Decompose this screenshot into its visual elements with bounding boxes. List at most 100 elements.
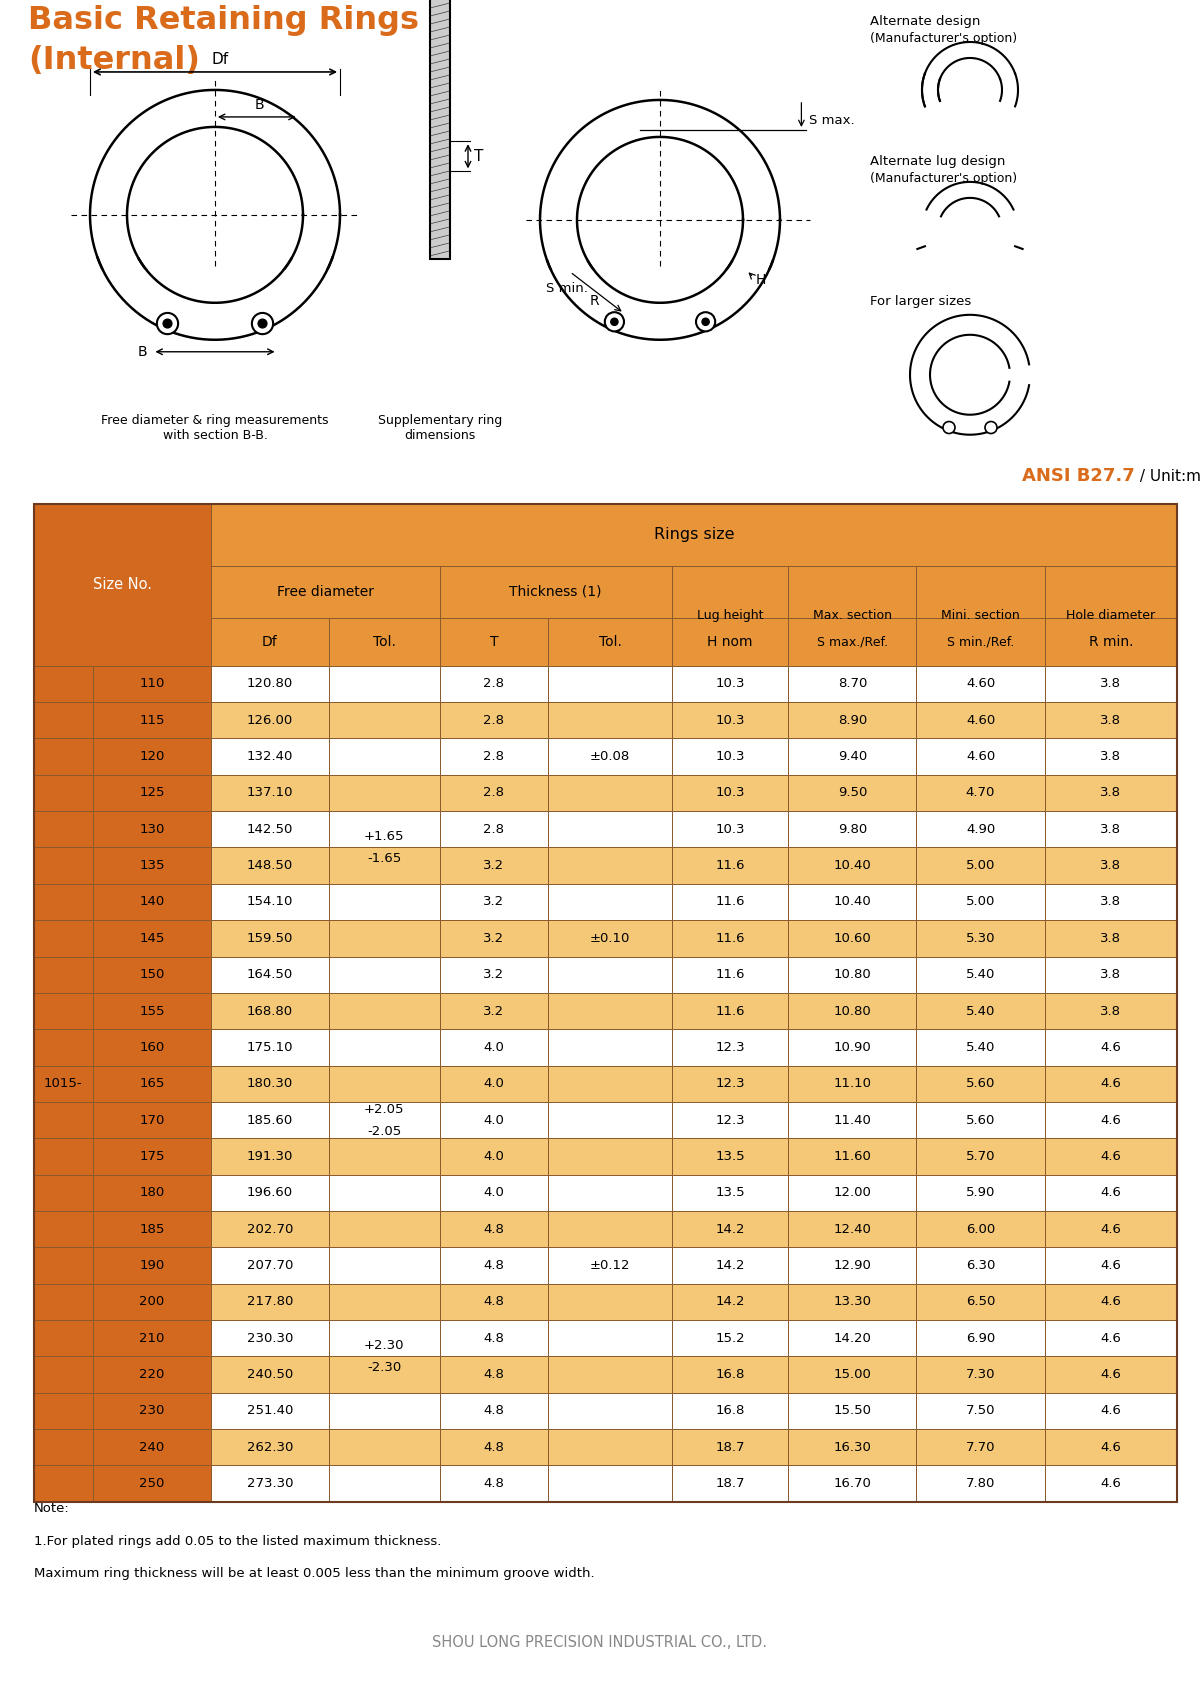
- Bar: [94, 1247, 211, 1283]
- Bar: [94, 1393, 211, 1429]
- Bar: [34, 993, 94, 1028]
- Text: 4.6: 4.6: [1100, 1441, 1121, 1454]
- Text: 165: 165: [139, 1078, 164, 1089]
- Text: 10.80: 10.80: [834, 1005, 871, 1018]
- Text: Maximum ring thickness will be at least 0.005 less than the minimum groove width: Maximum ring thickness will be at least …: [34, 1568, 594, 1580]
- Bar: [329, 1139, 439, 1174]
- Bar: [788, 1429, 917, 1466]
- Circle shape: [605, 312, 624, 331]
- Bar: [211, 665, 329, 703]
- Text: 130: 130: [139, 823, 164, 835]
- Bar: [34, 1466, 94, 1502]
- Text: 5.30: 5.30: [966, 932, 995, 945]
- Text: 10.40: 10.40: [834, 859, 871, 872]
- Text: 145: 145: [139, 932, 164, 945]
- Bar: [34, 920, 94, 957]
- Text: 7.70: 7.70: [966, 1441, 995, 1454]
- Bar: [672, 1356, 788, 1393]
- Bar: [548, 703, 672, 738]
- Bar: [34, 1101, 94, 1139]
- Bar: [788, 1066, 917, 1101]
- Text: 13.5: 13.5: [715, 1186, 745, 1200]
- Bar: [672, 1174, 788, 1212]
- Text: 4.0: 4.0: [484, 1078, 504, 1089]
- Text: 5.60: 5.60: [966, 1113, 995, 1127]
- Bar: [211, 920, 329, 957]
- Text: 14.20: 14.20: [834, 1332, 871, 1344]
- Bar: [439, 1429, 548, 1466]
- Bar: [94, 1066, 211, 1101]
- Text: 251.40: 251.40: [246, 1405, 293, 1417]
- Text: 5.40: 5.40: [966, 1005, 995, 1018]
- Text: 3.8: 3.8: [1100, 750, 1121, 764]
- Text: 135: 135: [139, 859, 164, 872]
- Bar: [548, 957, 672, 993]
- Circle shape: [696, 312, 715, 331]
- Text: Lug height: Lug height: [697, 609, 763, 623]
- Circle shape: [985, 421, 997, 433]
- Bar: [548, 618, 672, 665]
- Text: 148.50: 148.50: [247, 859, 293, 872]
- Text: 4.8: 4.8: [484, 1259, 504, 1273]
- Text: 4.6: 4.6: [1100, 1476, 1121, 1490]
- Bar: [548, 1101, 672, 1139]
- Bar: [672, 811, 788, 847]
- Bar: [788, 1356, 917, 1393]
- Text: / Unit:mm: / Unit:mm: [1135, 468, 1200, 484]
- Bar: [211, 1212, 329, 1247]
- Bar: [548, 1174, 672, 1212]
- Text: 10.3: 10.3: [715, 786, 745, 799]
- Bar: [672, 665, 788, 703]
- Bar: [34, 1247, 94, 1283]
- Text: 1.For plated rings add 0.05 to the listed maximum thickness.: 1.For plated rings add 0.05 to the liste…: [34, 1534, 440, 1548]
- Text: 164.50: 164.50: [247, 969, 293, 981]
- Bar: [788, 1174, 917, 1212]
- Text: 140: 140: [139, 896, 164, 908]
- Text: 10.90: 10.90: [834, 1040, 871, 1054]
- Bar: [548, 993, 672, 1028]
- Bar: [439, 920, 548, 957]
- Text: SHOU LONG PRECISION INDUSTRIAL CO., LTD.: SHOU LONG PRECISION INDUSTRIAL CO., LTD.: [432, 1636, 768, 1649]
- Text: 2.8: 2.8: [484, 714, 504, 726]
- Text: 18.7: 18.7: [715, 1441, 745, 1454]
- Bar: [34, 1174, 94, 1212]
- Bar: [548, 1066, 672, 1101]
- Text: 13.5: 13.5: [715, 1151, 745, 1162]
- Text: +2.30: +2.30: [364, 1339, 404, 1353]
- Text: 4.0: 4.0: [484, 1186, 504, 1200]
- Text: 13.30: 13.30: [834, 1295, 871, 1308]
- Bar: [94, 957, 211, 993]
- Text: 10.3: 10.3: [715, 677, 745, 691]
- Bar: [329, 703, 439, 738]
- Circle shape: [943, 421, 955, 433]
- Text: 150: 150: [139, 969, 164, 981]
- Bar: [548, 920, 672, 957]
- Bar: [34, 1028, 94, 1066]
- Bar: [439, 993, 548, 1028]
- Text: 12.90: 12.90: [834, 1259, 871, 1273]
- Bar: [788, 811, 917, 847]
- Text: 3.8: 3.8: [1100, 896, 1121, 908]
- Bar: [548, 884, 672, 920]
- Text: +2.05: +2.05: [364, 1103, 404, 1115]
- Text: 8.90: 8.90: [838, 714, 868, 726]
- Text: 10.3: 10.3: [715, 750, 745, 764]
- Bar: [211, 1247, 329, 1283]
- Bar: [548, 1028, 672, 1066]
- Bar: [1044, 703, 1177, 738]
- Bar: [548, 1320, 672, 1356]
- Text: T: T: [490, 635, 498, 648]
- Bar: [917, 565, 1044, 665]
- Text: 16.8: 16.8: [715, 1368, 745, 1381]
- Bar: [211, 504, 1177, 565]
- Bar: [34, 847, 94, 884]
- Text: 175: 175: [139, 1151, 164, 1162]
- Bar: [439, 1393, 548, 1429]
- Text: 180: 180: [139, 1186, 164, 1200]
- Bar: [439, 776, 548, 811]
- Text: 4.6: 4.6: [1100, 1368, 1121, 1381]
- Text: 11.6: 11.6: [715, 969, 745, 981]
- Bar: [329, 1466, 439, 1502]
- Text: 11.6: 11.6: [715, 896, 745, 908]
- Bar: [94, 1139, 211, 1174]
